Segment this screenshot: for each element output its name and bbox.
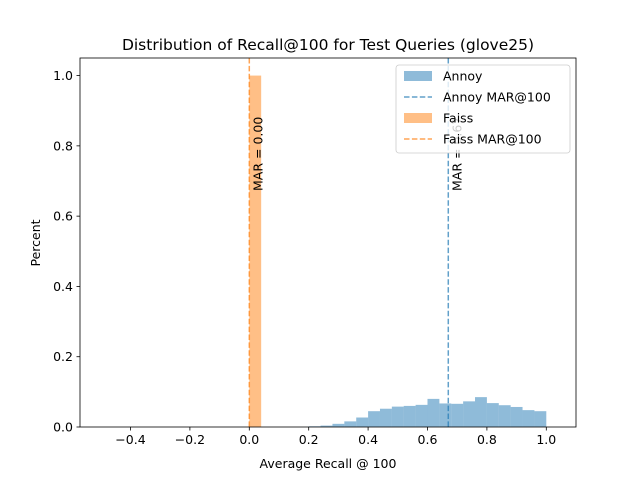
histogram-bar-annoy [379,408,392,427]
x-tick-label: 0.2 [299,432,319,447]
legend: Annoy Annoy MAR@100 Faiss Faiss MAR@100 [395,64,571,154]
histogram-bar-annoy [522,410,535,427]
legend-label-annoy-mar: Annoy MAR@100 [443,90,551,105]
x-tick-label: 0.0 [239,432,259,447]
axes-frame [79,57,577,428]
histogram-bar-faiss [249,75,262,428]
x-tick-label: 0.8 [477,432,497,447]
histogram-bar-annoy [391,406,404,427]
legend-box [395,64,571,154]
x-tick-label: 1.0 [536,432,556,447]
legend-label-faiss-mar: Faiss MAR@100 [443,132,542,147]
histogram-bar-annoy [320,425,333,427]
histogram-bar-annoy [534,411,547,427]
histogram-bar-annoy [344,421,357,427]
histogram-bar-annoy [332,423,345,427]
legend-label-annoy: Annoy [443,69,483,84]
legend-label-faiss: Faiss [443,111,473,126]
x-tick-label: 0.4 [358,432,378,447]
legend-swatch-annoy [404,71,432,81]
histogram-bar-annoy [403,405,416,427]
mean-label: MAR = 0.00 [250,117,265,191]
x-tick-label: 0.6 [418,432,438,447]
histogram-bar-annoy [463,401,476,427]
histogram-bar-annoy [415,404,428,427]
histogram-bar-annoy [475,397,487,427]
y-tick-label: 0.8 [53,138,73,153]
y-tick-label: 0.6 [53,209,73,224]
y-tick-label: 0.4 [53,279,73,294]
y-tick-label: 0.0 [53,420,73,435]
histogram-bar-annoy [368,411,380,427]
histogram-bar-annoy [510,406,523,427]
chart-title: Distribution of Recall@100 for Test Quer… [122,36,534,54]
legend-swatch-faiss [404,113,432,123]
histogram-bar-annoy [498,405,511,427]
histogram-bar-annoy [486,403,499,427]
x-tick-label: −0.4 [115,432,145,447]
y-axis-label: Percent [28,219,43,266]
histogram-bar-annoy [427,398,440,427]
x-tick-label: −0.2 [175,432,205,447]
histogram-bar-annoy [451,403,464,427]
histogram-bar-annoy [356,417,369,427]
y-tick-label: 1.0 [53,68,73,83]
y-tick-label: 0.2 [53,349,73,364]
histogram-bar-annoy [439,403,452,427]
x-axis-label: Average Recall @ 100 [260,456,397,471]
